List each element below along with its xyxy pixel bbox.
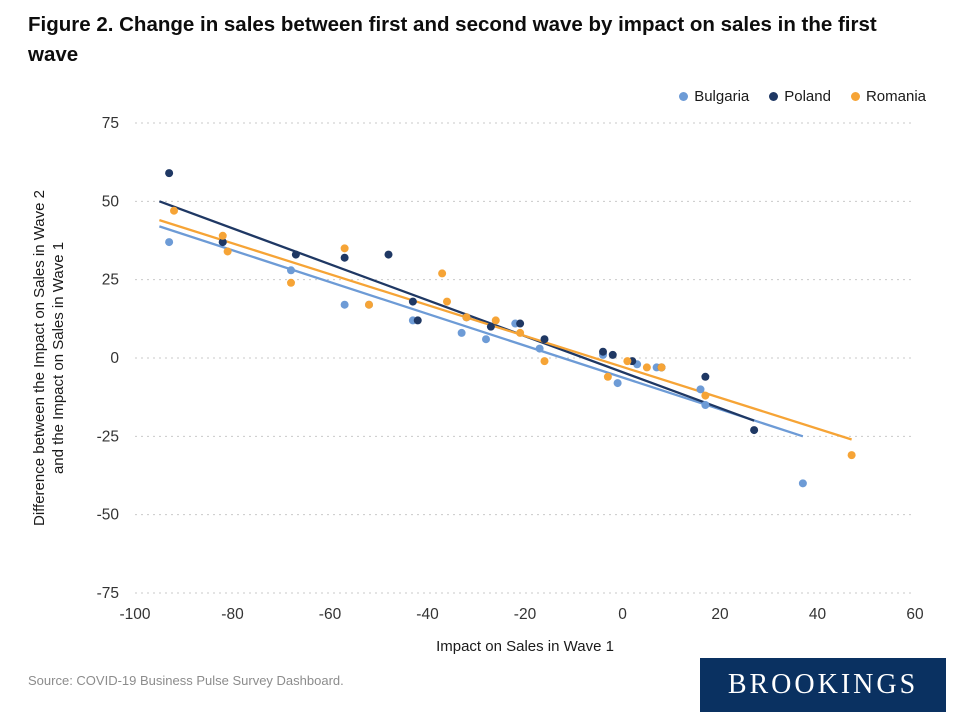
scatter-point-poland [218, 238, 227, 247]
chart-legend: Bulgaria Poland Romania [679, 88, 926, 105]
scatter-point-poland [291, 250, 300, 259]
chart-area: -75 -50 -25 0 25 50 75 -100 -80 -60 -40 -20 0 20 40 60 I… [0, 100, 960, 660]
scatter-point-poland [165, 169, 174, 178]
brookings-logo: BROOKINGS [700, 658, 946, 712]
scatter-point-bulgaria [340, 300, 349, 309]
x-tick-label: -20 [514, 606, 537, 623]
legend-item-romania: Romania [850, 88, 926, 105]
y-axis-title: Difference between the Impact on Sales i… [31, 190, 67, 526]
scatter-point-romania [657, 363, 666, 372]
scatter-point-romania [218, 231, 227, 240]
x-tick-label: 0 [618, 606, 627, 623]
scatter-point-bulgaria [287, 266, 295, 275]
scatter-point-poland [540, 335, 549, 344]
legend-label: Bulgaria [694, 88, 750, 105]
x-tick-label: 40 [809, 606, 827, 623]
scatter-point-romania [438, 269, 447, 278]
y-tick-label: 50 [102, 193, 120, 210]
scatter-point-romania [443, 297, 451, 306]
x-axis-title: Impact on Sales in Wave 1 [436, 638, 614, 655]
scatter-point-romania [516, 328, 525, 337]
y-tick-label: -75 [97, 585, 119, 602]
scatter-point-poland [384, 250, 393, 259]
trend-line-poland [158, 200, 755, 422]
scatter-point-bulgaria [165, 238, 174, 247]
scatter-point-romania [170, 206, 178, 215]
scatter-point-bulgaria [457, 328, 466, 337]
scatter-point-romania [847, 451, 856, 460]
scatter-point-romania [287, 278, 295, 287]
scatter-point-poland [608, 350, 617, 359]
scatter-point-poland [516, 319, 525, 328]
legend-item-poland: Poland [769, 88, 831, 105]
x-tick-label: -100 [119, 606, 150, 623]
scatter-point-romania [462, 313, 471, 322]
scatter-point-romania [603, 372, 612, 381]
y-tick-label: 75 [102, 115, 119, 132]
scatter-point-romania [223, 247, 232, 256]
figure-title: Figure 2. Change in sales between first … [28, 13, 877, 66]
scatter-point-romania [701, 391, 710, 400]
y-tick-label: 0 [110, 350, 119, 367]
x-tick-label: 60 [906, 606, 924, 623]
legend-dot-poland [769, 92, 779, 101]
scatter-point-poland [340, 253, 349, 262]
trend-line-bulgaria [159, 225, 804, 438]
scatter-point-poland [750, 426, 759, 435]
scatter-point-romania [623, 357, 632, 366]
scatter-point-bulgaria [535, 344, 544, 353]
legend-label: Romania [865, 88, 926, 105]
y-tick-label: 25 [102, 272, 119, 289]
scatter-chart: -75 -50 -25 0 25 50 75 -100 -80 -60 -40 -20 0 20 40 60 I… [31, 115, 924, 655]
scatter-point-poland [413, 316, 422, 325]
scatter-point-poland [408, 297, 417, 306]
legend-item-bulgaria: Bulgaria [679, 88, 749, 105]
x-tick-label: 20 [711, 606, 729, 623]
scatter-point-poland [599, 347, 607, 356]
x-tick-label: -60 [319, 606, 342, 623]
scatter-point-bulgaria [482, 335, 490, 344]
scatter-point-romania [642, 363, 651, 372]
legend-dot-bulgaria [679, 92, 689, 101]
x-tick-label: -80 [221, 606, 244, 623]
scatter-point-bulgaria [613, 379, 622, 388]
x-tick-label: -40 [416, 606, 439, 623]
scatter-point-poland [701, 372, 710, 381]
legend-dot-romania [850, 92, 860, 101]
scatter-point-romania [491, 316, 500, 325]
scatter-point-romania [540, 357, 549, 366]
scatter-point-poland [486, 322, 495, 331]
scatter-point-bulgaria [696, 385, 705, 394]
scatter-point-romania [340, 244, 349, 253]
scatter-point-romania [365, 300, 373, 309]
y-tick-label: -50 [97, 507, 120, 524]
source-note: Source: COVID-19 Business Pulse Survey D… [28, 673, 344, 688]
y-tick-label: -25 [97, 428, 119, 445]
scatter-point-bulgaria [701, 401, 710, 409]
legend-label: Poland [784, 88, 831, 105]
scatter-point-bulgaria [798, 479, 807, 488]
trend-line-romania [159, 219, 852, 441]
